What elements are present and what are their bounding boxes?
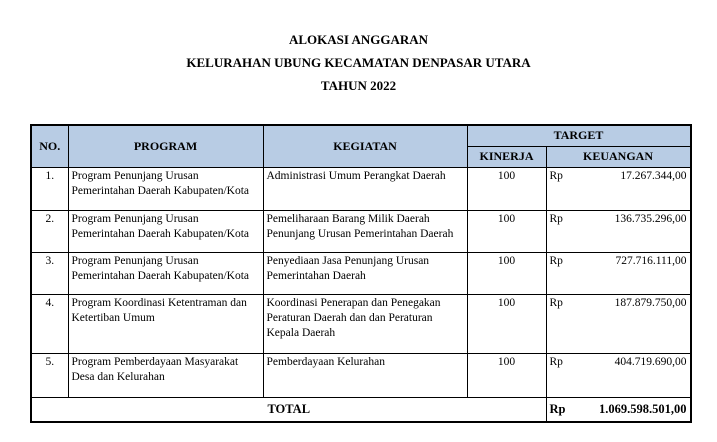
- total-currency: Rp: [545, 396, 596, 423]
- header-target: TARGET: [466, 124, 691, 147]
- header-program: PROGRAM: [67, 124, 264, 168]
- row-program: Program Koordinasi Ketentraman dan Keter…: [67, 293, 264, 354]
- header-kegiatan: KEGIATAN: [262, 124, 468, 168]
- row-no: 4.: [30, 293, 69, 354]
- row-kegiatan: Administrasi Umum Perangkat Daerah: [262, 166, 468, 211]
- header-no: NO.: [30, 124, 69, 168]
- doc-subtitle: KELURAHAN UBUNG KECAMATAN DENPASAR UTARA: [186, 55, 531, 70]
- row-program: Program Penunjang Urusan Pemerintahan Da…: [67, 251, 264, 295]
- header-keuangan: KEUANGAN: [545, 145, 691, 168]
- row-keuangan: 404.719.690,00: [596, 352, 691, 398]
- row-keuangan: 136.735.296,00: [596, 209, 691, 253]
- row-keuangan: 17.267.344,00: [596, 166, 691, 211]
- row-currency: Rp: [545, 209, 596, 253]
- total-label: TOTAL: [30, 396, 547, 423]
- doc-title: ALOKASI ANGGARAN: [288, 32, 429, 47]
- row-no: 5.: [30, 352, 69, 398]
- row-currency: Rp: [545, 251, 596, 295]
- row-program: Program Penunjang Urusan Pemerintahan Da…: [67, 166, 264, 211]
- row-kinerja: 100: [466, 251, 547, 295]
- row-kinerja: 100: [466, 293, 547, 354]
- row-currency: Rp: [545, 293, 596, 354]
- table-row: 4. Program Koordinasi Ketentraman dan Ket…: [30, 293, 691, 354]
- row-program: Program Penunjang Urusan Pemerintahan Da…: [67, 209, 264, 253]
- total-value: 1.069.598.501,00: [596, 396, 691, 423]
- row-kegiatan: Pemberdayaan Kelurahan: [262, 352, 468, 398]
- row-keuangan: 187.879.750,00: [596, 293, 691, 354]
- doc-year: TAHUN 2022: [320, 78, 397, 93]
- table-row: 2. Program Penunjang Urusan Pemerintahan …: [30, 209, 691, 253]
- row-keuangan: 727.716.111,00: [596, 251, 691, 295]
- row-program: Program Pemberdayaan Masyarakat Desa dan…: [67, 352, 264, 398]
- table-row: 3. Program Penunjang Urusan Pemerintahan …: [30, 251, 691, 295]
- header-kinerja: KINERJA: [466, 145, 547, 168]
- row-no: 2.: [30, 209, 69, 253]
- total-row: TOTAL Rp 1.069.598.501,00: [30, 396, 691, 423]
- budget-table: NO. PROGRAM KEGIATAN TARGET KINERJA KEUA…: [30, 124, 692, 423]
- row-no: 1.: [30, 166, 69, 211]
- row-kinerja: 100: [466, 209, 547, 253]
- row-kegiatan: Penyediaan Jasa Penunjang Urusan Pemerin…: [262, 251, 468, 295]
- row-kinerja: 100: [466, 352, 547, 398]
- row-kinerja: 100: [466, 166, 547, 211]
- row-currency: Rp: [545, 352, 596, 398]
- row-kegiatan: Koordinasi Penerapan dan Penegakan Perat…: [262, 293, 468, 354]
- table-row: 5. Program Pemberdayaan Masyarakat Desa d…: [30, 352, 691, 398]
- row-kegiatan: Pemeliharaan Barang Milik Daerah Penunja…: [262, 209, 468, 253]
- row-currency: Rp: [545, 166, 596, 211]
- table-row: 1. Program Penunjang Urusan Pemerintahan …: [30, 166, 691, 211]
- row-no: 3.: [30, 251, 69, 295]
